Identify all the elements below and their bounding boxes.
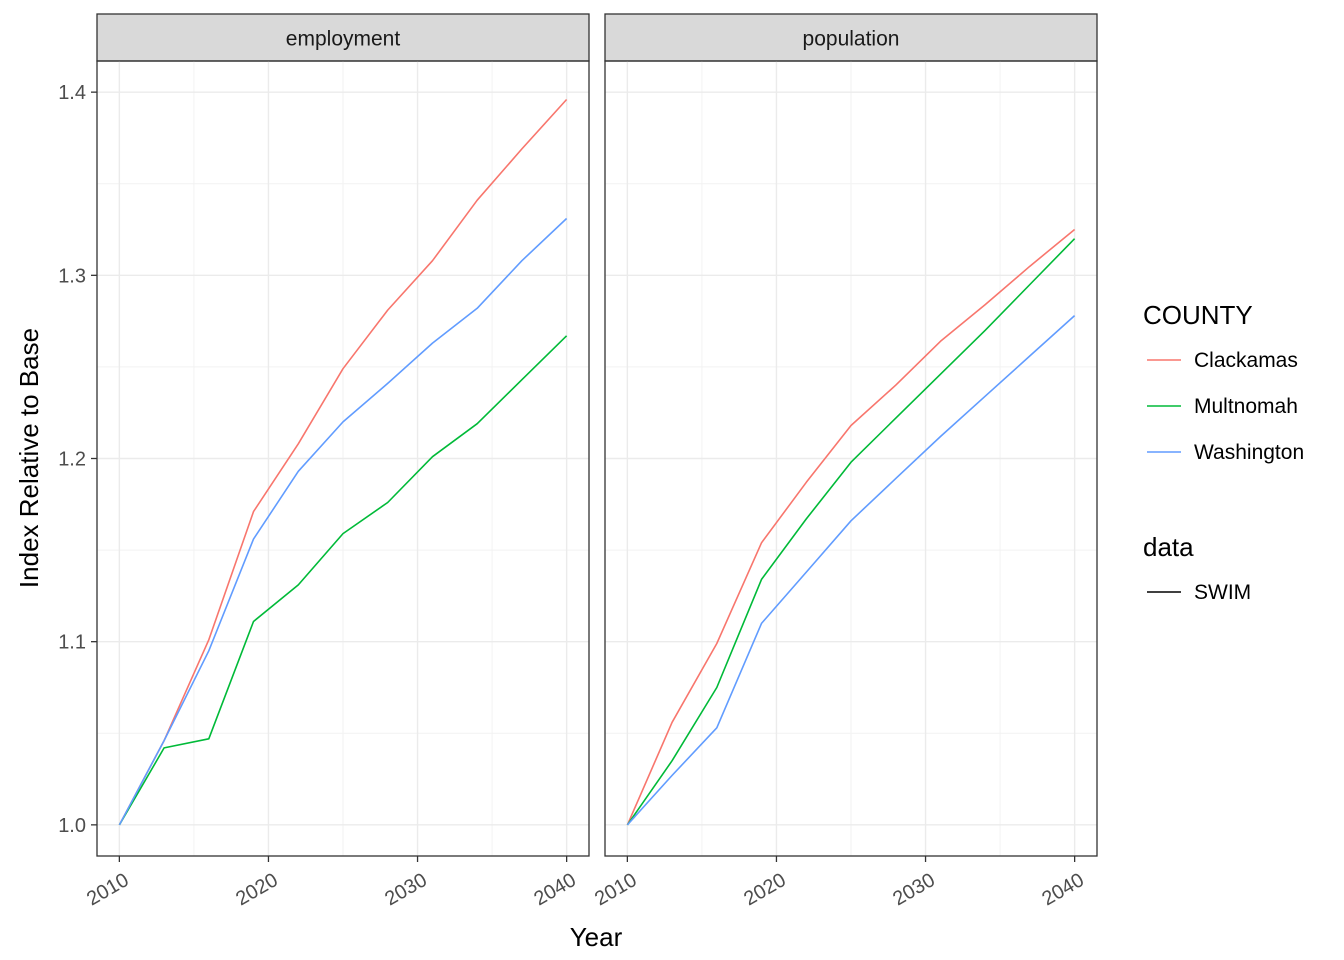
series-line-washington: [626, 315, 1076, 826]
legend-label-multnomah: Multnomah: [1194, 395, 1298, 418]
legend-title-county: COUNTY: [1143, 300, 1253, 330]
series-line-multnomah: [626, 238, 1076, 826]
legend-label-washington: Washington: [1194, 441, 1304, 464]
y-tick-label: 1.4: [58, 82, 86, 104]
y-axis-label: Index Relative to Base: [14, 328, 44, 588]
panel-border: [604, 60, 1098, 857]
series-line-clackamas: [626, 228, 1076, 826]
grid-lines: [97, 61, 589, 856]
legend-label-clackamas: Clackamas: [1194, 349, 1298, 372]
facet-strip-label: employment: [286, 28, 401, 51]
y-tick-label: 1.2: [58, 449, 86, 471]
grid-lines: [605, 61, 1097, 856]
x-axis-label: Year: [570, 922, 623, 952]
y-tick-label: 1.1: [58, 632, 86, 654]
series-line-washington: [118, 217, 568, 826]
legend: COUNTY Clackamas Multnomah Washington dataSW…: [1143, 300, 1304, 604]
legend-label-data: SWIM: [1194, 581, 1251, 604]
facet-strip: [604, 13, 1098, 62]
facet-strip: [96, 13, 590, 62]
legend-title-data: data: [1143, 532, 1194, 562]
series-line-multnomah: [118, 335, 568, 826]
y-tick-label: 1.3: [58, 265, 86, 287]
y-tick-label: 1.0: [58, 815, 86, 837]
facet-strip-label: population: [803, 28, 900, 51]
series-line-clackamas: [118, 98, 568, 826]
